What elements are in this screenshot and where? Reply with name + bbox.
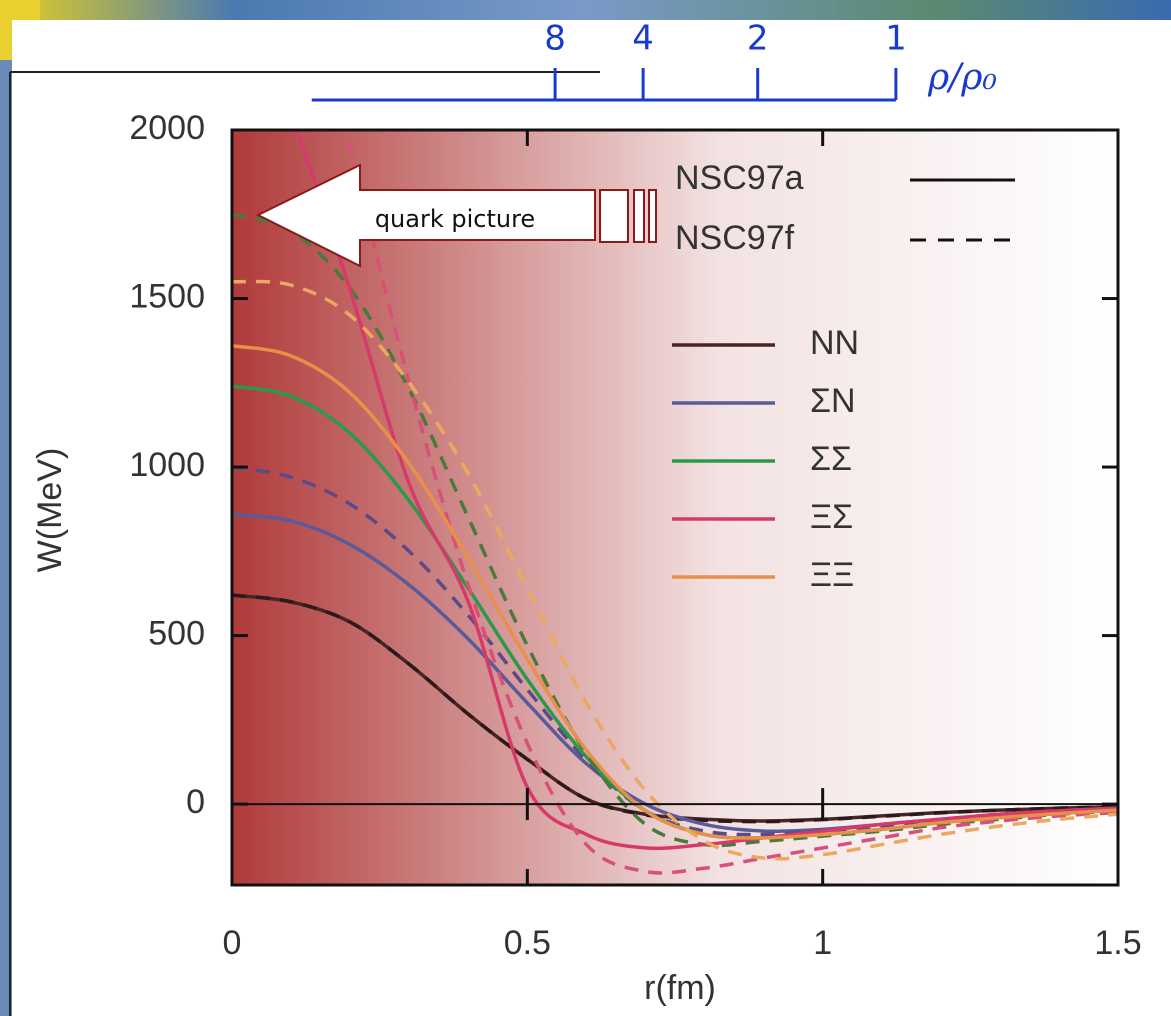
annotation-arrow (255, 163, 596, 268)
y-tick-label: 1500 (129, 278, 205, 316)
y-tick-label: 2000 (129, 109, 205, 147)
plot-background (232, 130, 1118, 885)
legend-label: ΣΣ (810, 440, 852, 478)
x-tick-label: 1.5 (1094, 924, 1141, 962)
y-tick-label: 0 (186, 783, 205, 821)
annotation-block (648, 189, 657, 243)
series-line (344, 130, 1118, 875)
x-axis-label: r(fm) (644, 969, 716, 1007)
y-axis-label: W(MeV) (31, 448, 69, 573)
decor-strip (0, 0, 1171, 20)
x-tick-label: 0.5 (504, 924, 551, 962)
legend-label: ΞΣ (810, 498, 853, 536)
y-tick-label: 500 (148, 615, 205, 653)
legend-label: ΞΞ (810, 556, 854, 594)
plot-frame (230, 128, 1120, 887)
top-axis-label: ρ/ρ₀ (927, 57, 997, 98)
annotation-text: quark picture (375, 205, 535, 233)
annotation-block (599, 189, 629, 243)
series-line (232, 593, 1118, 824)
x-tick-label: 0 (223, 924, 242, 962)
legend-label: NN (810, 324, 859, 362)
series-layer (232, 130, 1118, 875)
legend-label: ΣN (810, 382, 856, 420)
top-axis-tick-label: 1 (885, 19, 907, 59)
top-axis-tick-label: 4 (632, 19, 654, 59)
top-axis-tick-label: 8 (544, 19, 566, 59)
annotation-block (633, 189, 645, 243)
legend-model: NSC97f (675, 219, 795, 257)
x-tick-label: 1 (813, 924, 832, 962)
legend-model: NSC97a (675, 159, 804, 197)
annotation: quark picture (255, 163, 657, 268)
series-line (232, 343, 1118, 840)
series-line (232, 279, 1118, 861)
top-axis-tick-label: 2 (747, 19, 769, 59)
series-line (295, 130, 1118, 851)
y-tick-label: 1000 (129, 446, 205, 484)
